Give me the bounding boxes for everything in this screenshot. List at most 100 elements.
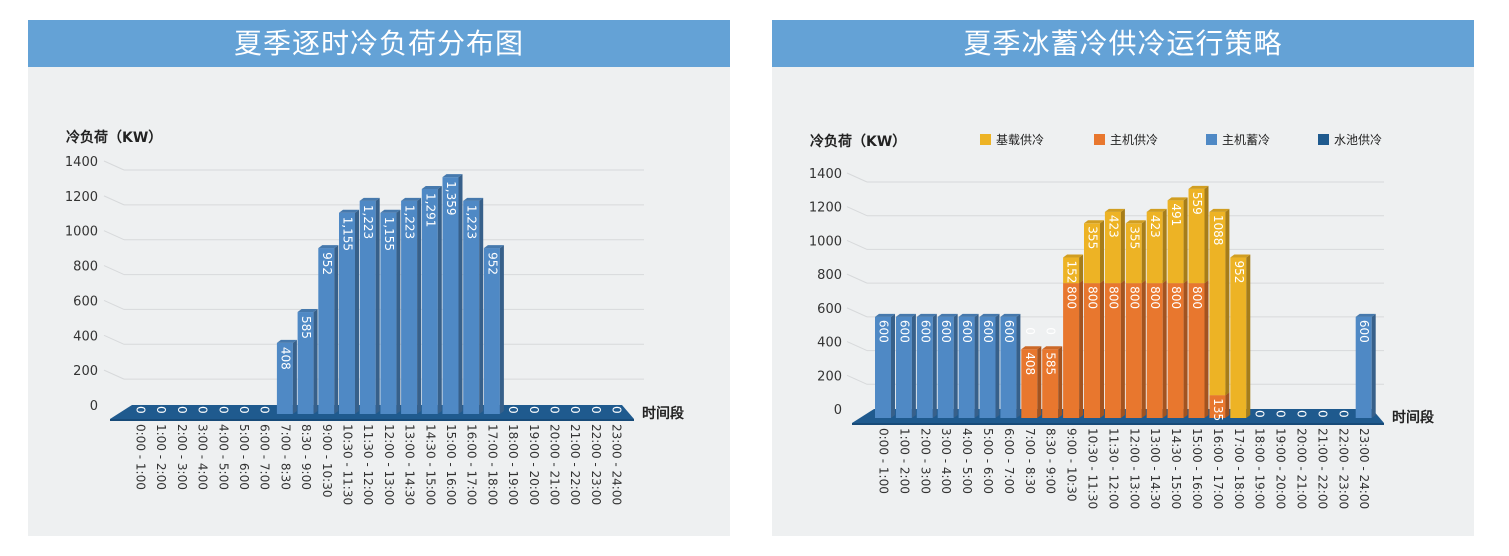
bar-top	[937, 313, 958, 317]
x-tick-label: 12:00 - 13:00	[382, 424, 396, 505]
data-label: 1,223	[403, 205, 417, 239]
y-axis-label: 冷负荷（KW）	[810, 133, 906, 150]
x-tick-label: 18:00 - 19:00	[1253, 428, 1267, 509]
bar-face	[916, 316, 933, 418]
x-tick-label: 0:00 - 1:00	[134, 424, 148, 490]
chart-floor-edge	[110, 419, 634, 421]
bar-side	[1016, 313, 1021, 418]
y-tick-label: 400	[73, 329, 98, 344]
bar	[276, 339, 297, 414]
y-tick-label: 200	[817, 369, 842, 384]
bar-side	[995, 313, 1000, 418]
data-label: 800	[1190, 286, 1204, 309]
bar-top	[1084, 220, 1104, 224]
bar-segment	[1125, 220, 1146, 284]
legend-swatch	[1206, 134, 1217, 145]
data-label: 800	[1106, 286, 1120, 309]
legend-swatch	[980, 134, 991, 145]
x-tick-label: 7:00 - 8:30	[278, 424, 292, 490]
data-label: 952	[320, 252, 334, 275]
x-tick-label: 1:00 - 2:00	[897, 428, 911, 494]
x-tick-label: 10:30 - 11:30	[1086, 428, 1100, 509]
bar-top	[276, 339, 297, 343]
bar-top	[421, 185, 442, 189]
data-label: 423	[1148, 215, 1162, 238]
bar-face	[1021, 349, 1038, 418]
bar-side	[1120, 208, 1125, 284]
y-tick-label: 400	[817, 336, 842, 351]
bar-side	[932, 313, 937, 418]
bar-segment	[916, 313, 937, 418]
x-tick-label: 3:00 - 4:00	[939, 428, 953, 494]
bar-segment	[1188, 185, 1209, 284]
bar-side	[1120, 280, 1125, 418]
data-label: 600	[960, 320, 974, 343]
bar-top	[1146, 208, 1167, 212]
x-tick-label: 2:00 - 3:00	[918, 428, 932, 494]
data-label: 0	[216, 406, 230, 414]
data-label: 152	[1065, 261, 1079, 284]
data-label: 600	[939, 320, 953, 343]
bar-face	[276, 342, 293, 414]
x-tick-label: 7:00 - 8:30	[1023, 428, 1037, 494]
bar-segment	[1084, 220, 1104, 284]
y-tick-label: 1000	[65, 225, 98, 240]
bar-side	[458, 174, 463, 414]
bar-side	[375, 197, 380, 414]
bar-face	[483, 248, 500, 414]
bar-face	[339, 212, 355, 414]
bar-segment	[1230, 254, 1251, 418]
data-label: 0	[610, 406, 624, 414]
data-label: 800	[1127, 286, 1141, 309]
x-tick-label: 18:00 - 19:00	[506, 424, 520, 505]
bar-side	[1225, 208, 1230, 396]
bar-side	[1225, 392, 1230, 418]
y-tick-label: 1400	[809, 167, 842, 182]
x-tick-label: 11:30 - 12:00	[361, 424, 375, 505]
bar-side	[1100, 280, 1104, 418]
gridline-depth	[846, 239, 868, 250]
data-label: 0	[1023, 327, 1037, 335]
bar-top	[1167, 197, 1188, 201]
data-label: 1,155	[341, 217, 355, 251]
bar-face	[1125, 283, 1142, 418]
data-label: 0	[1336, 410, 1350, 418]
y-tick-label: 800	[73, 260, 98, 275]
load-distribution-chart: 冷负荷（KW） 0 200 400 600 800 1000 1200 1400 时间段 0:00 …	[65, 129, 684, 505]
bar-face	[1104, 211, 1121, 284]
bar-side	[1037, 346, 1042, 418]
bar-face	[1104, 283, 1121, 418]
bar-face	[1209, 395, 1226, 418]
bar-top	[1063, 254, 1084, 258]
data-label: 600	[1002, 320, 1016, 343]
bar-side	[1079, 254, 1084, 284]
x-tick-label: 15:00 - 16:00	[1190, 428, 1204, 509]
gridline-depth	[103, 230, 125, 241]
bar-segment	[1355, 313, 1376, 418]
gridline-depth	[846, 307, 868, 318]
data-label: 559	[1190, 192, 1204, 215]
data-label: 0	[134, 406, 148, 414]
bar-side	[1183, 197, 1188, 284]
bar-face	[1209, 211, 1226, 396]
x-tick-label: 15:00 - 16:00	[444, 424, 458, 505]
bar-top	[1230, 254, 1251, 258]
bar-side	[1058, 346, 1063, 418]
data-label: 585	[1044, 352, 1058, 375]
data-label: 952	[485, 252, 499, 275]
bar-top	[1125, 220, 1146, 224]
data-label: 0	[1274, 410, 1288, 418]
bar-top	[1209, 208, 1230, 212]
x-tick-label: 23:00 - 24:00	[610, 424, 624, 505]
bar-segment	[1167, 197, 1188, 284]
y-tick-label: 600	[73, 294, 98, 309]
bar-top	[875, 313, 895, 317]
y-tick-label: 1200	[65, 190, 98, 205]
ice-storage-strategy-chart: 冷负荷（KW） 0 200 400 600 800 1000 1200 1400 时间段 0:00 …	[809, 133, 1434, 509]
bar-side	[1183, 280, 1188, 418]
x-tick-label: 16:00 - 17:00	[465, 424, 479, 505]
gridline-depth	[103, 299, 125, 310]
x-axis-label: 时间段	[642, 405, 684, 422]
y-tick-label: 600	[817, 302, 842, 317]
bar-side	[1079, 280, 1084, 418]
